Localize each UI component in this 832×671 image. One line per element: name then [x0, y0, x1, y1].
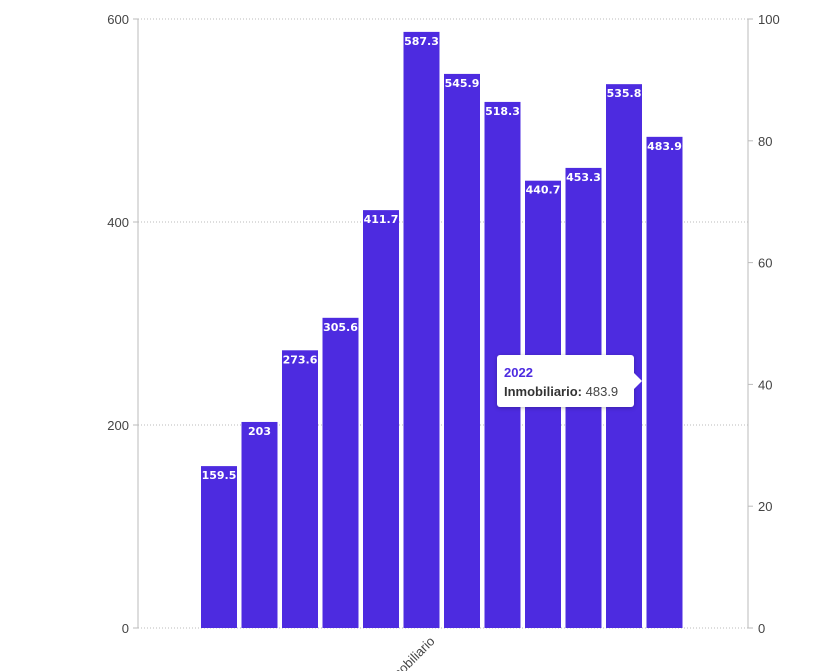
tooltip-series-label: Inmobiliario: [504, 384, 582, 399]
data-label: 453.3 [566, 171, 601, 184]
tooltip-value: 483.9 [585, 384, 619, 399]
bar[interactable] [201, 466, 237, 628]
bar[interactable] [363, 210, 399, 628]
data-label: 305.6 [323, 321, 358, 334]
data-label: 203 [248, 425, 271, 438]
data-labels: 159.5 203 273.6 305.6 411.7 587.3 545.9 518.3 44… [202, 35, 682, 482]
y-right-tick-label: 60 [758, 256, 772, 271]
data-label: 411.7 [364, 213, 399, 226]
x-axis: Inmobiliario [380, 634, 438, 671]
data-label: 483.9 [647, 140, 682, 153]
data-label: 535.8 [607, 87, 642, 100]
y-left-tick-label: 400 [107, 215, 129, 230]
data-label: 545.9 [445, 77, 480, 90]
y-right-tick-label: 20 [758, 499, 772, 514]
bar[interactable] [646, 136, 683, 629]
grid-lines [137, 18, 749, 629]
y-left-tick-label: 0 [122, 621, 129, 636]
bar[interactable] [241, 421, 278, 628]
bar[interactable] [282, 350, 318, 628]
data-label: 273.6 [283, 353, 318, 366]
data-label: 587.3 [404, 35, 439, 48]
y-axis-left: 0 200 400 600 [107, 12, 138, 636]
tooltip-row: Inmobiliario: 483.9 [504, 383, 627, 400]
y-axis-right: 0 20 40 60 80 100 [748, 12, 780, 636]
bar[interactable] [322, 317, 359, 628]
y-right-tick-label: 0 [758, 621, 765, 636]
y-left-tick-label: 600 [107, 12, 129, 27]
bar[interactable] [403, 31, 440, 628]
data-label: 440.7 [526, 184, 561, 197]
y-right-tick-label: 40 [758, 377, 772, 392]
bar-series[interactable] [201, 31, 683, 629]
data-label: 518.3 [485, 105, 520, 118]
data-label: 159.5 [202, 469, 237, 482]
y-right-tick-label: 80 [758, 134, 772, 149]
tooltip-title: 2022 [504, 365, 533, 380]
tooltip: 2022 Inmobiliario: 483.9 [497, 355, 642, 407]
x-category-label: Inmobiliario [380, 634, 438, 671]
y-left-tick-label: 200 [107, 418, 129, 433]
bar[interactable] [444, 73, 480, 628]
y-right-tick-label: 100 [758, 12, 780, 27]
